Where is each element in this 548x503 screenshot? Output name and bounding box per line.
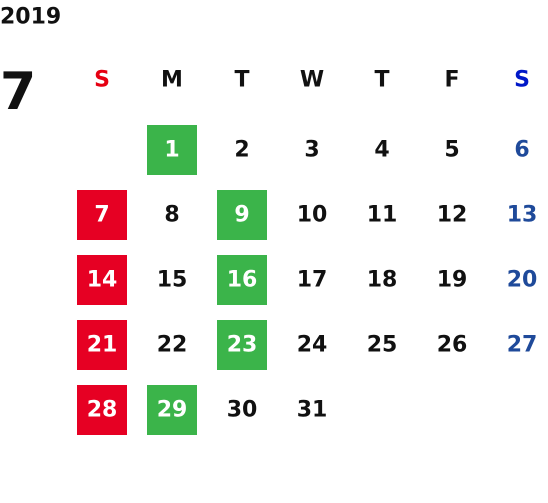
day: 25 (367, 333, 398, 358)
day-highlight (217, 320, 267, 370)
day: 4 (374, 138, 389, 163)
day: 5 (444, 138, 459, 163)
day: 27 (507, 333, 538, 358)
day: 3 (304, 138, 319, 163)
weekday: M (161, 68, 183, 93)
day: 7 (94, 203, 109, 228)
day: 11 (367, 203, 398, 228)
day: 29 (157, 398, 188, 423)
day: 8 (164, 203, 179, 228)
day: 24 (297, 333, 328, 358)
day-highlight (77, 255, 127, 305)
day: 13 (507, 203, 538, 228)
day-highlight (217, 255, 267, 305)
day-highlight (77, 320, 127, 370)
day: 18 (367, 268, 398, 293)
day: 20 (507, 268, 538, 293)
day-highlight (77, 385, 127, 435)
day: 26 (437, 333, 468, 358)
weekday: T (374, 68, 389, 93)
day: 21 (87, 333, 118, 358)
day: 2 (234, 138, 249, 163)
month: 7 (0, 62, 36, 122)
year: 2019 (0, 5, 61, 30)
day: 19 (437, 268, 468, 293)
day-highlight (147, 385, 197, 435)
day: 30 (227, 398, 258, 423)
day: 31 (297, 398, 328, 423)
day: 6 (514, 138, 529, 163)
day: 14 (87, 268, 118, 293)
weekday: S (94, 68, 110, 93)
weekday: F (444, 68, 459, 93)
day: 10 (297, 203, 328, 228)
day-highlight (77, 190, 127, 240)
day: 1 (164, 138, 179, 163)
day: 22 (157, 333, 188, 358)
day: 15 (157, 268, 188, 293)
weekday: T (234, 68, 249, 93)
day: 16 (227, 268, 258, 293)
day: 28 (87, 398, 118, 423)
weekday: W (300, 68, 324, 93)
day-highlight (147, 125, 197, 175)
day: 12 (437, 203, 468, 228)
day: 9 (234, 203, 249, 228)
weekday: S (514, 68, 530, 93)
day-highlight (217, 190, 267, 240)
day: 17 (297, 268, 328, 293)
day: 23 (227, 333, 258, 358)
